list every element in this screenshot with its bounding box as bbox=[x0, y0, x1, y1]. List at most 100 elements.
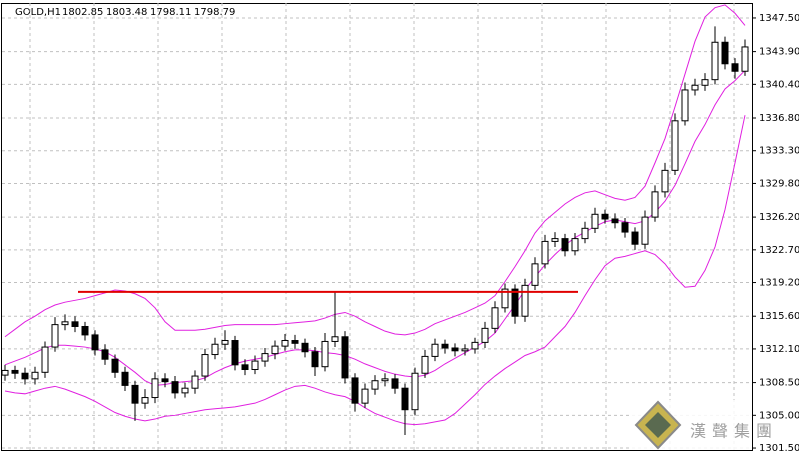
candle-body bbox=[471, 341, 479, 350]
header-quote: 1802.85 bbox=[62, 7, 103, 18]
header-quote: 1798.11 bbox=[150, 7, 191, 18]
candle-body bbox=[291, 340, 299, 344]
candle-body bbox=[441, 343, 449, 349]
logo-inner bbox=[645, 412, 671, 438]
candle-body bbox=[61, 321, 69, 326]
candle-body bbox=[651, 191, 659, 218]
candle-body bbox=[121, 371, 129, 386]
y-tick-label: 1301.50 bbox=[759, 443, 799, 453]
candle-body bbox=[531, 263, 539, 286]
candle-body bbox=[271, 345, 279, 355]
candle-body bbox=[451, 347, 459, 352]
candle-body bbox=[211, 343, 219, 356]
y-tick-label: 1322.70 bbox=[759, 245, 799, 256]
candle-body bbox=[431, 343, 439, 357]
candle-body bbox=[501, 288, 509, 309]
candle-body bbox=[421, 355, 429, 374]
candle-body bbox=[691, 84, 699, 91]
y-tick-label: 1336.80 bbox=[759, 113, 799, 124]
candle-body bbox=[361, 388, 369, 404]
candle-body bbox=[351, 377, 359, 404]
candle-body bbox=[491, 307, 499, 329]
candle-body bbox=[181, 387, 189, 394]
candle-body bbox=[241, 364, 249, 371]
candle-body bbox=[81, 325, 89, 336]
y-tick-label: 1305.00 bbox=[759, 410, 799, 421]
candle-body bbox=[591, 213, 599, 229]
plot-frame bbox=[1, 3, 753, 451]
candle-body bbox=[161, 378, 169, 383]
bollinger-band bbox=[4, 69, 746, 386]
watermark: 漢聲集團 bbox=[690, 422, 778, 441]
candle-body bbox=[321, 340, 329, 368]
candle-body bbox=[1, 369, 9, 376]
candle-body bbox=[731, 63, 739, 72]
candle-body bbox=[631, 231, 639, 245]
candle-body bbox=[301, 342, 309, 353]
candle-body bbox=[141, 397, 149, 404]
candle-body bbox=[481, 327, 489, 343]
candle-body bbox=[511, 288, 519, 317]
candle-body bbox=[671, 120, 679, 171]
candle-body bbox=[21, 372, 29, 380]
candle-body bbox=[261, 353, 269, 362]
candle-body bbox=[551, 238, 559, 242]
candle-body bbox=[741, 46, 749, 72]
candle-body bbox=[221, 340, 229, 345]
candle-body bbox=[701, 79, 709, 86]
candle-body bbox=[171, 381, 179, 394]
symbol: GOLD,H1 bbox=[15, 7, 61, 18]
candle-body bbox=[721, 41, 729, 65]
candle-body bbox=[91, 334, 99, 351]
candle-body bbox=[461, 348, 469, 352]
candle-body bbox=[611, 218, 619, 224]
candle-body bbox=[681, 89, 689, 122]
candle-body bbox=[371, 380, 379, 390]
candle-body bbox=[381, 378, 389, 382]
y-tick-label: 1333.30 bbox=[759, 146, 799, 157]
y-tick-label: 1315.60 bbox=[759, 311, 799, 322]
header-quote: 1798.79 bbox=[194, 7, 235, 18]
candle-body bbox=[541, 240, 549, 265]
candle-body bbox=[331, 336, 339, 342]
y-tick-label: 1347.50 bbox=[759, 13, 799, 24]
candle-body bbox=[311, 351, 319, 368]
candle-body bbox=[251, 360, 259, 371]
header-quote: 1803.48 bbox=[106, 7, 147, 18]
candle-body bbox=[31, 371, 39, 380]
candle-body bbox=[581, 227, 589, 240]
y-tick-label: 1340.40 bbox=[759, 79, 799, 90]
candle-body bbox=[521, 284, 529, 317]
candle-body bbox=[571, 238, 579, 252]
candle-body bbox=[101, 349, 109, 360]
candle-body bbox=[561, 238, 569, 252]
candle-body bbox=[151, 378, 159, 399]
y-tick-label: 1329.80 bbox=[759, 178, 799, 189]
y-tick-label: 1319.20 bbox=[759, 278, 799, 289]
candle-body bbox=[11, 369, 19, 374]
candle-body bbox=[391, 378, 399, 389]
candle-body bbox=[111, 358, 119, 373]
bollinger-band bbox=[4, 115, 746, 426]
candle-body bbox=[51, 324, 59, 348]
candle-body bbox=[411, 372, 419, 411]
candle-body bbox=[401, 387, 409, 411]
candle-body bbox=[711, 41, 719, 81]
candle-body bbox=[281, 340, 289, 347]
candle-body bbox=[131, 384, 139, 404]
y-tick-label: 1326.20 bbox=[759, 212, 799, 223]
candle-body bbox=[191, 375, 199, 389]
candle-body bbox=[231, 340, 239, 366]
candle-body bbox=[341, 336, 349, 379]
candle-body bbox=[71, 321, 79, 327]
candle-body bbox=[621, 222, 629, 233]
candle-body bbox=[201, 354, 209, 377]
y-tick-label: 1343.90 bbox=[759, 47, 799, 58]
candle-body bbox=[41, 346, 49, 373]
y-tick-label: 1308.50 bbox=[759, 378, 799, 389]
candle-body bbox=[641, 216, 649, 245]
candle-body bbox=[601, 213, 609, 220]
y-tick-label: 1312.10 bbox=[759, 344, 799, 355]
